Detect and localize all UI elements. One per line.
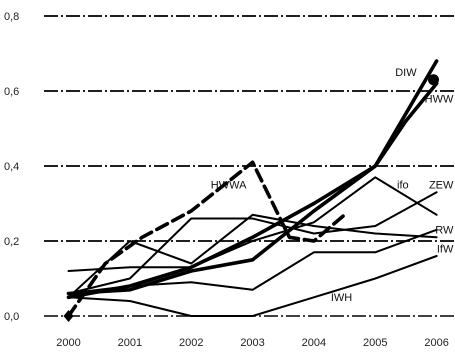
x-tick-label: 2004 [302, 337, 326, 349]
y-tick-label: 0,4 [4, 161, 19, 173]
x-tick-label: 2003 [240, 337, 264, 349]
x-tick-label: 2006 [424, 337, 448, 349]
series-label-hww: HWW [425, 93, 454, 105]
x-tick-label: 2000 [56, 337, 80, 349]
y-tick-labels: 0,0 0,2 0,4 0,6 0,8 [4, 11, 19, 323]
series-line-diw [66, 59, 439, 296]
x-tick-labels: 2000 2001 2002 2003 2004 2005 2006 [56, 337, 449, 349]
y-tick-label: 0,8 [4, 11, 19, 23]
series-line-zew [67, 191, 438, 295]
series-line-hww [66, 81, 439, 300]
series-label-zew: ZEW [429, 180, 454, 192]
series-labels: HWWA DIW HWW ifo ZEW RW IfW IWH [211, 67, 454, 304]
series-label-iwh: IWH [331, 292, 352, 304]
marker-diw [428, 74, 440, 86]
series-markers [63, 74, 440, 322]
y-tick-label: 0,2 [4, 236, 19, 248]
series-label-diw: DIW [395, 67, 417, 79]
series-lines [66, 59, 439, 318]
series-line-rw [67, 213, 438, 299]
series-label-hwwa: HWWA [211, 180, 247, 192]
series-label-ifw: IfW [437, 243, 454, 255]
series-line-iwh [67, 255, 438, 317]
x-tick-label: 2005 [363, 337, 387, 349]
series-line-ifo [67, 176, 438, 272]
series-line-hwwa [66, 160, 347, 318]
marker-hwwa [63, 310, 74, 322]
y-tick-label: 0,6 [4, 86, 19, 98]
series-line-ifw [67, 228, 438, 295]
y-tick-label: 0,0 [4, 311, 19, 323]
x-tick-label: 2001 [118, 337, 142, 349]
series-label-ifo: ifo [397, 180, 409, 192]
x-tick-label: 2002 [179, 337, 203, 349]
series-label-rw: RW [435, 225, 454, 237]
